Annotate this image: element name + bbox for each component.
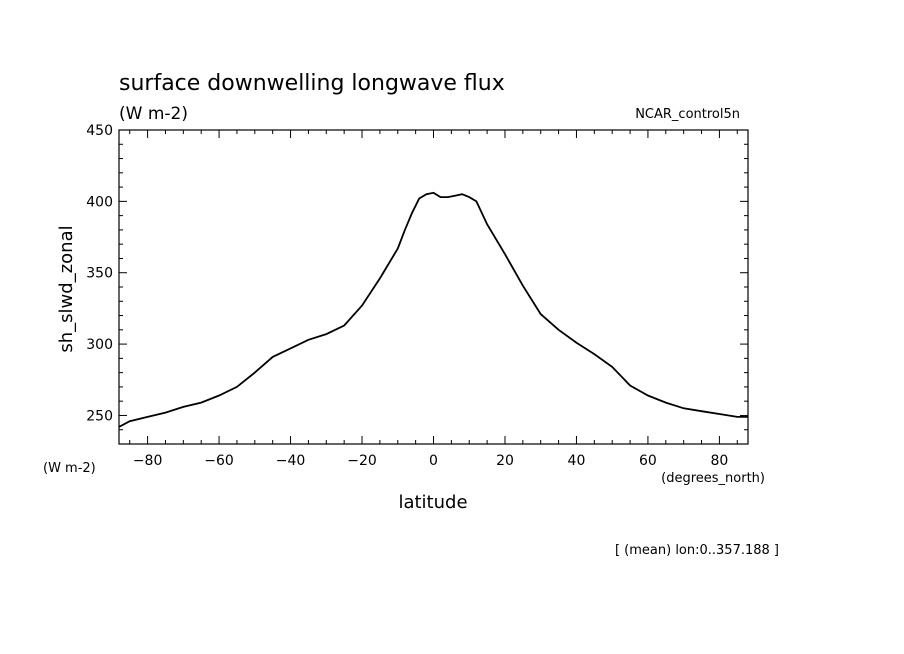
x-tick-label: 80 — [710, 453, 728, 469]
x-axis-label: latitude — [398, 492, 467, 513]
y-tick-label: 300 — [86, 337, 113, 353]
chart-title: surface downwelling longwave flux — [119, 71, 505, 96]
x-tick-label: 20 — [496, 453, 514, 469]
x-tick-label: −60 — [204, 453, 234, 469]
y-axis: 250 300 350 400 450 — [86, 123, 748, 445]
dataset-label: NCAR_control5n — [635, 107, 740, 122]
x-axis-units: (degrees_north) — [661, 471, 765, 486]
x-tick-label: −20 — [347, 453, 377, 469]
y-tick-label: 250 — [86, 408, 113, 424]
x-tick-label: 0 — [429, 453, 438, 469]
y-tick-label: 450 — [86, 123, 113, 139]
x-tick-label: 60 — [639, 453, 657, 469]
y-axis-label: sh_slwd_zonal — [56, 225, 77, 352]
y-axis-units: (W m-2) — [43, 461, 96, 476]
chart-subtitle: (W m-2) — [119, 104, 188, 124]
footnote: [ (mean) lon:0..357.188 ] — [615, 543, 779, 558]
x-tick-label: −80 — [133, 453, 163, 469]
y-tick-label: 400 — [86, 194, 113, 210]
y-tick-label: 350 — [86, 266, 113, 282]
x-tick-label: 40 — [568, 453, 586, 469]
x-axis: −80 −60 −40 −20 0 20 40 60 80 — [129, 130, 738, 469]
series-line — [118, 191, 748, 428]
x-tick-label: −40 — [276, 453, 306, 469]
